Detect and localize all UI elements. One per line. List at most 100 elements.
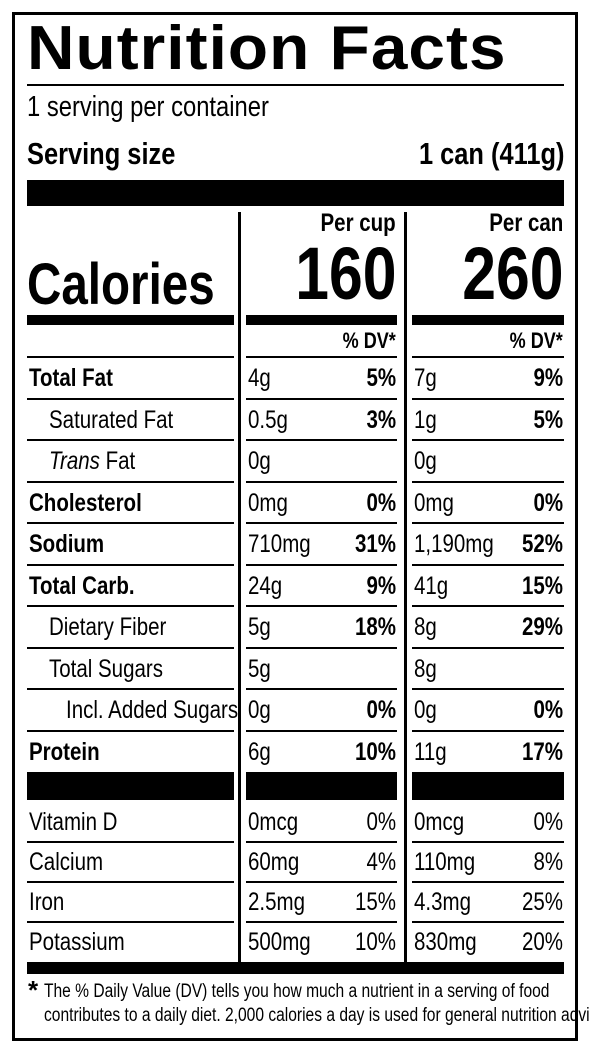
- column-divider-cup: [238, 212, 241, 962]
- calories-rule-left: [27, 315, 234, 325]
- vitamin-can-amount: 830mg: [414, 928, 477, 956]
- nutrient-can-dv: 5%: [533, 406, 563, 434]
- nutrient-row-rule: [27, 481, 234, 483]
- nutrient-row-rule: [27, 564, 234, 566]
- nutrient-row-rule: [27, 647, 234, 649]
- nutrient-row-rule: [27, 439, 234, 441]
- nutrient-name: Cholesterol: [29, 483, 167, 523]
- nutrient-name: Dietary Fiber: [49, 607, 192, 647]
- nutrient-can-dv: 52%: [521, 530, 563, 558]
- nutrient-row-rule: [412, 688, 564, 690]
- nutrient-row-rule: [412, 439, 564, 441]
- nutrient-cup-amount: 0g: [248, 447, 271, 475]
- per-cup-heading: Per cup: [320, 209, 396, 237]
- nutrient-can-dv: 15%: [521, 572, 563, 600]
- nutrient-name: Incl. Added Sugars: [66, 690, 276, 730]
- nutrient-row-rule: [412, 481, 564, 483]
- nutrient-name-text: Total Carb.: [29, 572, 135, 600]
- nutrient-row-rule: [412, 730, 564, 732]
- label-title-text: Nutrition Facts: [27, 14, 507, 83]
- nutrient-row-rule: [412, 356, 564, 358]
- nutrient-cup-amount: 5g: [248, 655, 271, 683]
- nutrient-row-rule: [27, 398, 234, 400]
- nutrient-name: Total Carb.: [29, 566, 158, 606]
- nutrient-can-amount: 0g: [414, 696, 437, 724]
- nutrient-can-dv: 17%: [521, 738, 563, 766]
- vitamin-can-dv: 25%: [521, 888, 563, 916]
- nutrient-cup-amount: 710mg: [248, 530, 311, 558]
- vitamin-can-dv: 20%: [521, 928, 563, 956]
- vitamin-row-rule: [412, 841, 564, 843]
- nutrient-can-dv: 29%: [521, 613, 563, 641]
- nutrient-cup-amount: 6g: [248, 738, 271, 766]
- vitamin-row-rule: [246, 921, 397, 923]
- nutrient-name-text: Dietary Fiber: [49, 613, 167, 641]
- vitamin-row-rule: [246, 841, 397, 843]
- serving-divider-bar: [27, 180, 564, 206]
- nutrient-row-rule: [27, 605, 234, 607]
- vitamin-row-rule: [246, 881, 397, 883]
- nutrient-can-amount: 0g: [414, 447, 437, 475]
- nutrient-cup-amount: 5g: [248, 613, 271, 641]
- vitamin-can-dv: 8%: [533, 848, 563, 876]
- nutrient-can-amount: 7g: [414, 364, 437, 392]
- nutrient-name-text: Total Fat: [29, 364, 113, 392]
- nutrient-name: Sodium: [29, 524, 121, 564]
- vitamin-cup-amount: 0mcg: [248, 808, 299, 836]
- calories-per-can-value: 260: [461, 232, 563, 315]
- vitamin-row-rule: [27, 921, 234, 923]
- calories-per-cup-value: 160: [294, 232, 396, 315]
- vitamin-name: Vitamin D: [29, 808, 118, 836]
- nutrient-can-amount: 11g: [414, 738, 447, 766]
- vitamin-bar-cup: [246, 772, 397, 800]
- nutrient-name-text: Cholesterol: [29, 489, 142, 517]
- vitamin-name: Iron: [29, 888, 65, 916]
- nutrient-cup-amount: 4g: [248, 364, 271, 392]
- nutrient-cup-dv: 3%: [366, 406, 396, 434]
- nutrient-row-rule: [412, 605, 564, 607]
- footnote-divider-bar: [27, 962, 564, 974]
- vitamin-bar-can: [412, 772, 564, 800]
- nutrient-row-rule: [246, 356, 397, 358]
- vitamin-can-amount: 0mcg: [414, 808, 465, 836]
- vitamin-cup-dv: 0%: [366, 808, 396, 836]
- nutrient-name-text: Saturated Fat: [49, 406, 174, 434]
- nutrient-row-rule: [246, 481, 397, 483]
- vitamin-bar-left: [27, 772, 234, 800]
- nutrient-can-dv: 0%: [533, 696, 563, 724]
- nutrient-row-rule: [246, 564, 397, 566]
- nutrient-row-rule: [246, 398, 397, 400]
- servings-per-container: 1 serving per container: [27, 91, 269, 123]
- nutrient-name-prefix: Trans: [49, 447, 100, 475]
- nutrient-row-rule: [412, 564, 564, 566]
- footnote-line-1: The % Daily Value (DV) tells you how muc…: [44, 981, 550, 1002]
- vitamin-can-dv: 0%: [533, 808, 563, 836]
- calories-rule-cup: [246, 315, 397, 325]
- label-title: Nutrition Facts: [27, 14, 506, 84]
- vitamin-row-rule: [27, 881, 234, 883]
- nutrient-can-amount: 1,190mg: [414, 530, 494, 558]
- nutrient-row-rule: [246, 605, 397, 607]
- vitamin-cup-dv: 15%: [354, 888, 396, 916]
- nutrient-row-rule: [412, 522, 564, 524]
- nutrient-row-rule: [27, 730, 234, 732]
- footnote-line-2: contributes to a daily diet. 2,000 calor…: [44, 1005, 590, 1026]
- nutrient-row-rule: [27, 356, 234, 358]
- nutrient-can-amount: 0mg: [414, 489, 454, 517]
- column-divider-can: [404, 212, 407, 962]
- nutrient-cup-amount: 0.5g: [248, 406, 288, 434]
- vitamin-can-amount: 110mg: [414, 848, 476, 876]
- nutrient-row-rule: [27, 688, 234, 690]
- nutrient-name: Saturated Fat: [49, 400, 200, 440]
- nutrient-cup-amount: 0mg: [248, 489, 288, 517]
- nutrient-can-dv: [412, 649, 563, 689]
- nutrient-name-text: Protein: [29, 738, 100, 766]
- nutrient-cup-dv: 0%: [366, 696, 396, 724]
- title-rule: [27, 84, 564, 86]
- vitamin-cup-dv: 10%: [354, 928, 396, 956]
- nutrient-cup-amount: 24g: [248, 572, 283, 600]
- nutrient-row-rule: [246, 730, 397, 732]
- nutrient-row-rule: [246, 647, 397, 649]
- nutrient-name: Protein: [29, 732, 115, 772]
- nutrient-name-text: Sodium: [29, 530, 105, 558]
